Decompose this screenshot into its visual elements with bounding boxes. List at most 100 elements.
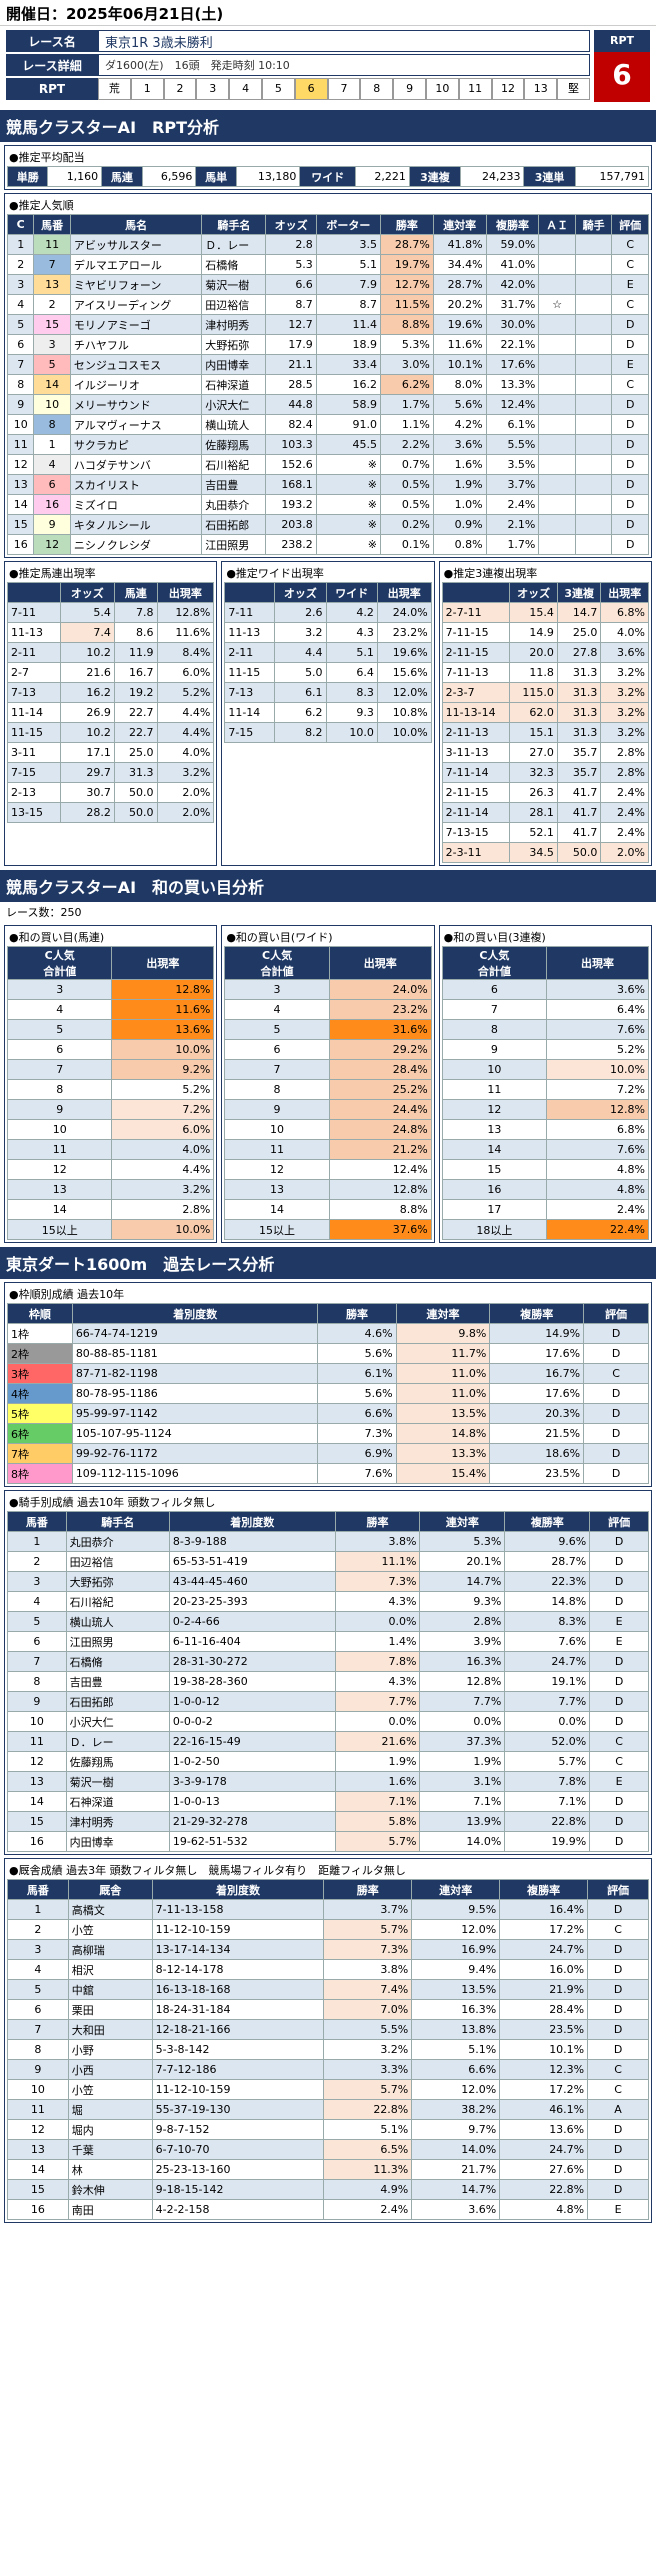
table-row: 15 9 キタノルシール 石田拓郎 203.8 ※ 0.2% 0.9% 2.1% D xyxy=(6,514,649,535)
table-cell: 15以上 xyxy=(224,1219,330,1240)
table-cell: 80-78-95-1186 xyxy=(71,1383,319,1404)
table-cell: 14 xyxy=(7,2159,69,2180)
table-cell: 16.3% xyxy=(419,1651,506,1672)
column-header: ＡＩ xyxy=(538,214,576,235)
table-cell: 8.8% xyxy=(380,314,434,335)
table-cell: D xyxy=(611,454,649,475)
table-row: 2 小笠 11-12-10-159 5.7% 12.0% 17.2% C xyxy=(7,1919,649,1940)
table-cell: 59.0% xyxy=(485,234,540,255)
table-row: 4 23.2% xyxy=(224,999,432,1020)
table-cell xyxy=(574,274,613,295)
table-row: 15以上 10.0% xyxy=(6,1219,215,1240)
table-cell: 中舘 xyxy=(67,1979,153,2000)
payout-value: 24,233 xyxy=(459,166,525,187)
table-cell: 大和田 xyxy=(67,2019,153,2040)
table-cell: 6.4% xyxy=(546,999,649,1020)
table-cell: D xyxy=(589,1791,649,1812)
payout-value: 157,791 xyxy=(574,166,650,187)
table-cell: 19.1% xyxy=(504,1671,591,1692)
table-cell: 6.9% xyxy=(317,1443,397,1464)
table-row: 1枠 66-74-74-1219 4.6% 9.8% 14.9% D xyxy=(7,1323,649,1344)
table-row: 8 25.2% xyxy=(224,1079,432,1100)
table-row: 3 13 ミヤビリフォーン 菊沢一樹 6.6 7.9 12.7% 28.7% 42.0% E xyxy=(6,274,649,295)
table-cell: 11.6% xyxy=(111,999,215,1020)
table-cell: 18-24-31-184 xyxy=(151,1999,325,2020)
table-cell: 22.7 xyxy=(113,722,158,743)
table-cell: 25.0 xyxy=(556,622,602,643)
table-cell: 2-11 xyxy=(7,642,61,663)
table-cell: 5.5% xyxy=(485,434,540,455)
table-cell: 11-12-10-159 xyxy=(151,2079,325,2100)
table-cell: 2-11-13 xyxy=(441,722,511,743)
table-cell: 7 xyxy=(7,1651,67,1672)
table-cell: 6 xyxy=(7,1999,69,2020)
table-cell: 22.8% xyxy=(504,1811,591,1832)
jockey-box: ●騎手別成績 過去10年 頭数フィルタ無し 馬番 騎手名 着別度数 勝率 連対率 複勝率 評価… xyxy=(4,1490,652,1855)
table-cell: 28.1 xyxy=(509,802,558,823)
table-cell: 佐藤翔馬 xyxy=(65,1751,170,1772)
column-header xyxy=(224,582,276,603)
table-cell: 8.3% xyxy=(504,1611,591,1632)
table-cell: 9 xyxy=(224,1099,330,1120)
table-cell: 20.3% xyxy=(489,1403,585,1424)
rpt-cell: 13 xyxy=(524,78,558,100)
column-header: 勝率 xyxy=(317,1303,397,1324)
table-cell: 6.2% xyxy=(380,374,434,395)
table-cell: 5.2% xyxy=(156,682,215,703)
table-cell: 1.9% xyxy=(419,1751,506,1772)
table-cell: 8 xyxy=(441,1019,548,1040)
table-cell: E xyxy=(611,274,649,295)
table-cell: 9 xyxy=(33,514,71,535)
table-cell: 24.7% xyxy=(499,1939,589,1960)
table-cell: 8 xyxy=(7,1671,67,1692)
table-cell: イルジーリオ xyxy=(69,374,203,395)
table-cell: 5.1% xyxy=(411,2039,501,2060)
table-cell: 13-17-14-134 xyxy=(151,1939,325,1960)
sanren-table: オッズ 3連複 出現率 2-7-11 15.4 14.7 6.8% 7-11-15 14.9 25… xyxy=(441,582,649,863)
rpt-cell: 9 xyxy=(393,78,426,100)
table-cell: 4.0% xyxy=(600,622,649,643)
table-row: 8枠 109-112-115-1096 7.6% 15.4% 23.5% D xyxy=(7,1463,649,1484)
table-cell: 82.4 xyxy=(265,414,317,435)
table-cell: 12.4% xyxy=(485,394,540,415)
table-row: 7 6.4% xyxy=(441,999,649,1020)
table-cell: 23.5% xyxy=(499,2019,589,2040)
table-cell xyxy=(538,454,576,475)
table-cell: 7-11-13 xyxy=(441,662,511,683)
table-cell: 10 xyxy=(6,1119,113,1140)
table-cell: 6.1% xyxy=(485,414,540,435)
table-cell xyxy=(538,474,576,495)
table-cell: 12 xyxy=(441,1099,548,1120)
table-cell: 7.8% xyxy=(504,1771,591,1792)
table-cell: 南田 xyxy=(67,2199,153,2220)
race-count: レース数：250 xyxy=(6,906,82,919)
table-row: 13 6.8% xyxy=(441,1119,649,1140)
table-cell: 17.9 xyxy=(265,334,317,355)
table-cell: 15 xyxy=(7,2179,69,2200)
table-cell: D xyxy=(583,1463,649,1484)
column-header: C人気 合計値 xyxy=(224,946,330,980)
table-row: 7-15 8.2 10.0 10.0% xyxy=(224,722,432,743)
table-row: 7 28.4% xyxy=(224,1059,432,1080)
column-header: 馬番 xyxy=(7,1511,67,1532)
table-cell: 10.1% xyxy=(432,354,487,375)
table-cell: 28.4% xyxy=(328,1059,432,1080)
table-cell: 相沢 xyxy=(67,1959,153,1980)
table-cell: 8.0% xyxy=(432,374,487,395)
table-cell: 3.2% xyxy=(600,722,649,743)
table-cell: ミヤビリフォーン xyxy=(69,274,203,295)
jockey-table: 馬番 騎手名 着別度数 勝率 連対率 複勝率 評価 1 丸田恭介 8-3-9-188 3.8% 5.3… xyxy=(7,1511,649,1852)
table-row: 17 2.4% xyxy=(441,1199,649,1220)
table-cell: 12.7 xyxy=(265,314,317,335)
table-cell: 8 xyxy=(224,1079,330,1100)
table-cell: 17.1 xyxy=(59,742,115,763)
table-cell: 5.6% xyxy=(317,1343,397,1364)
table-cell: C xyxy=(587,1919,649,1940)
table-cell: 5.6% xyxy=(317,1383,397,1404)
table-cell: 9 xyxy=(6,394,35,415)
table-cell: 5.1 xyxy=(315,254,382,275)
table-row: 4 11.6% xyxy=(6,999,215,1020)
table-cell xyxy=(574,354,613,375)
table-cell: 13 xyxy=(7,2139,69,2160)
table-cell: 10.0% xyxy=(376,722,432,743)
